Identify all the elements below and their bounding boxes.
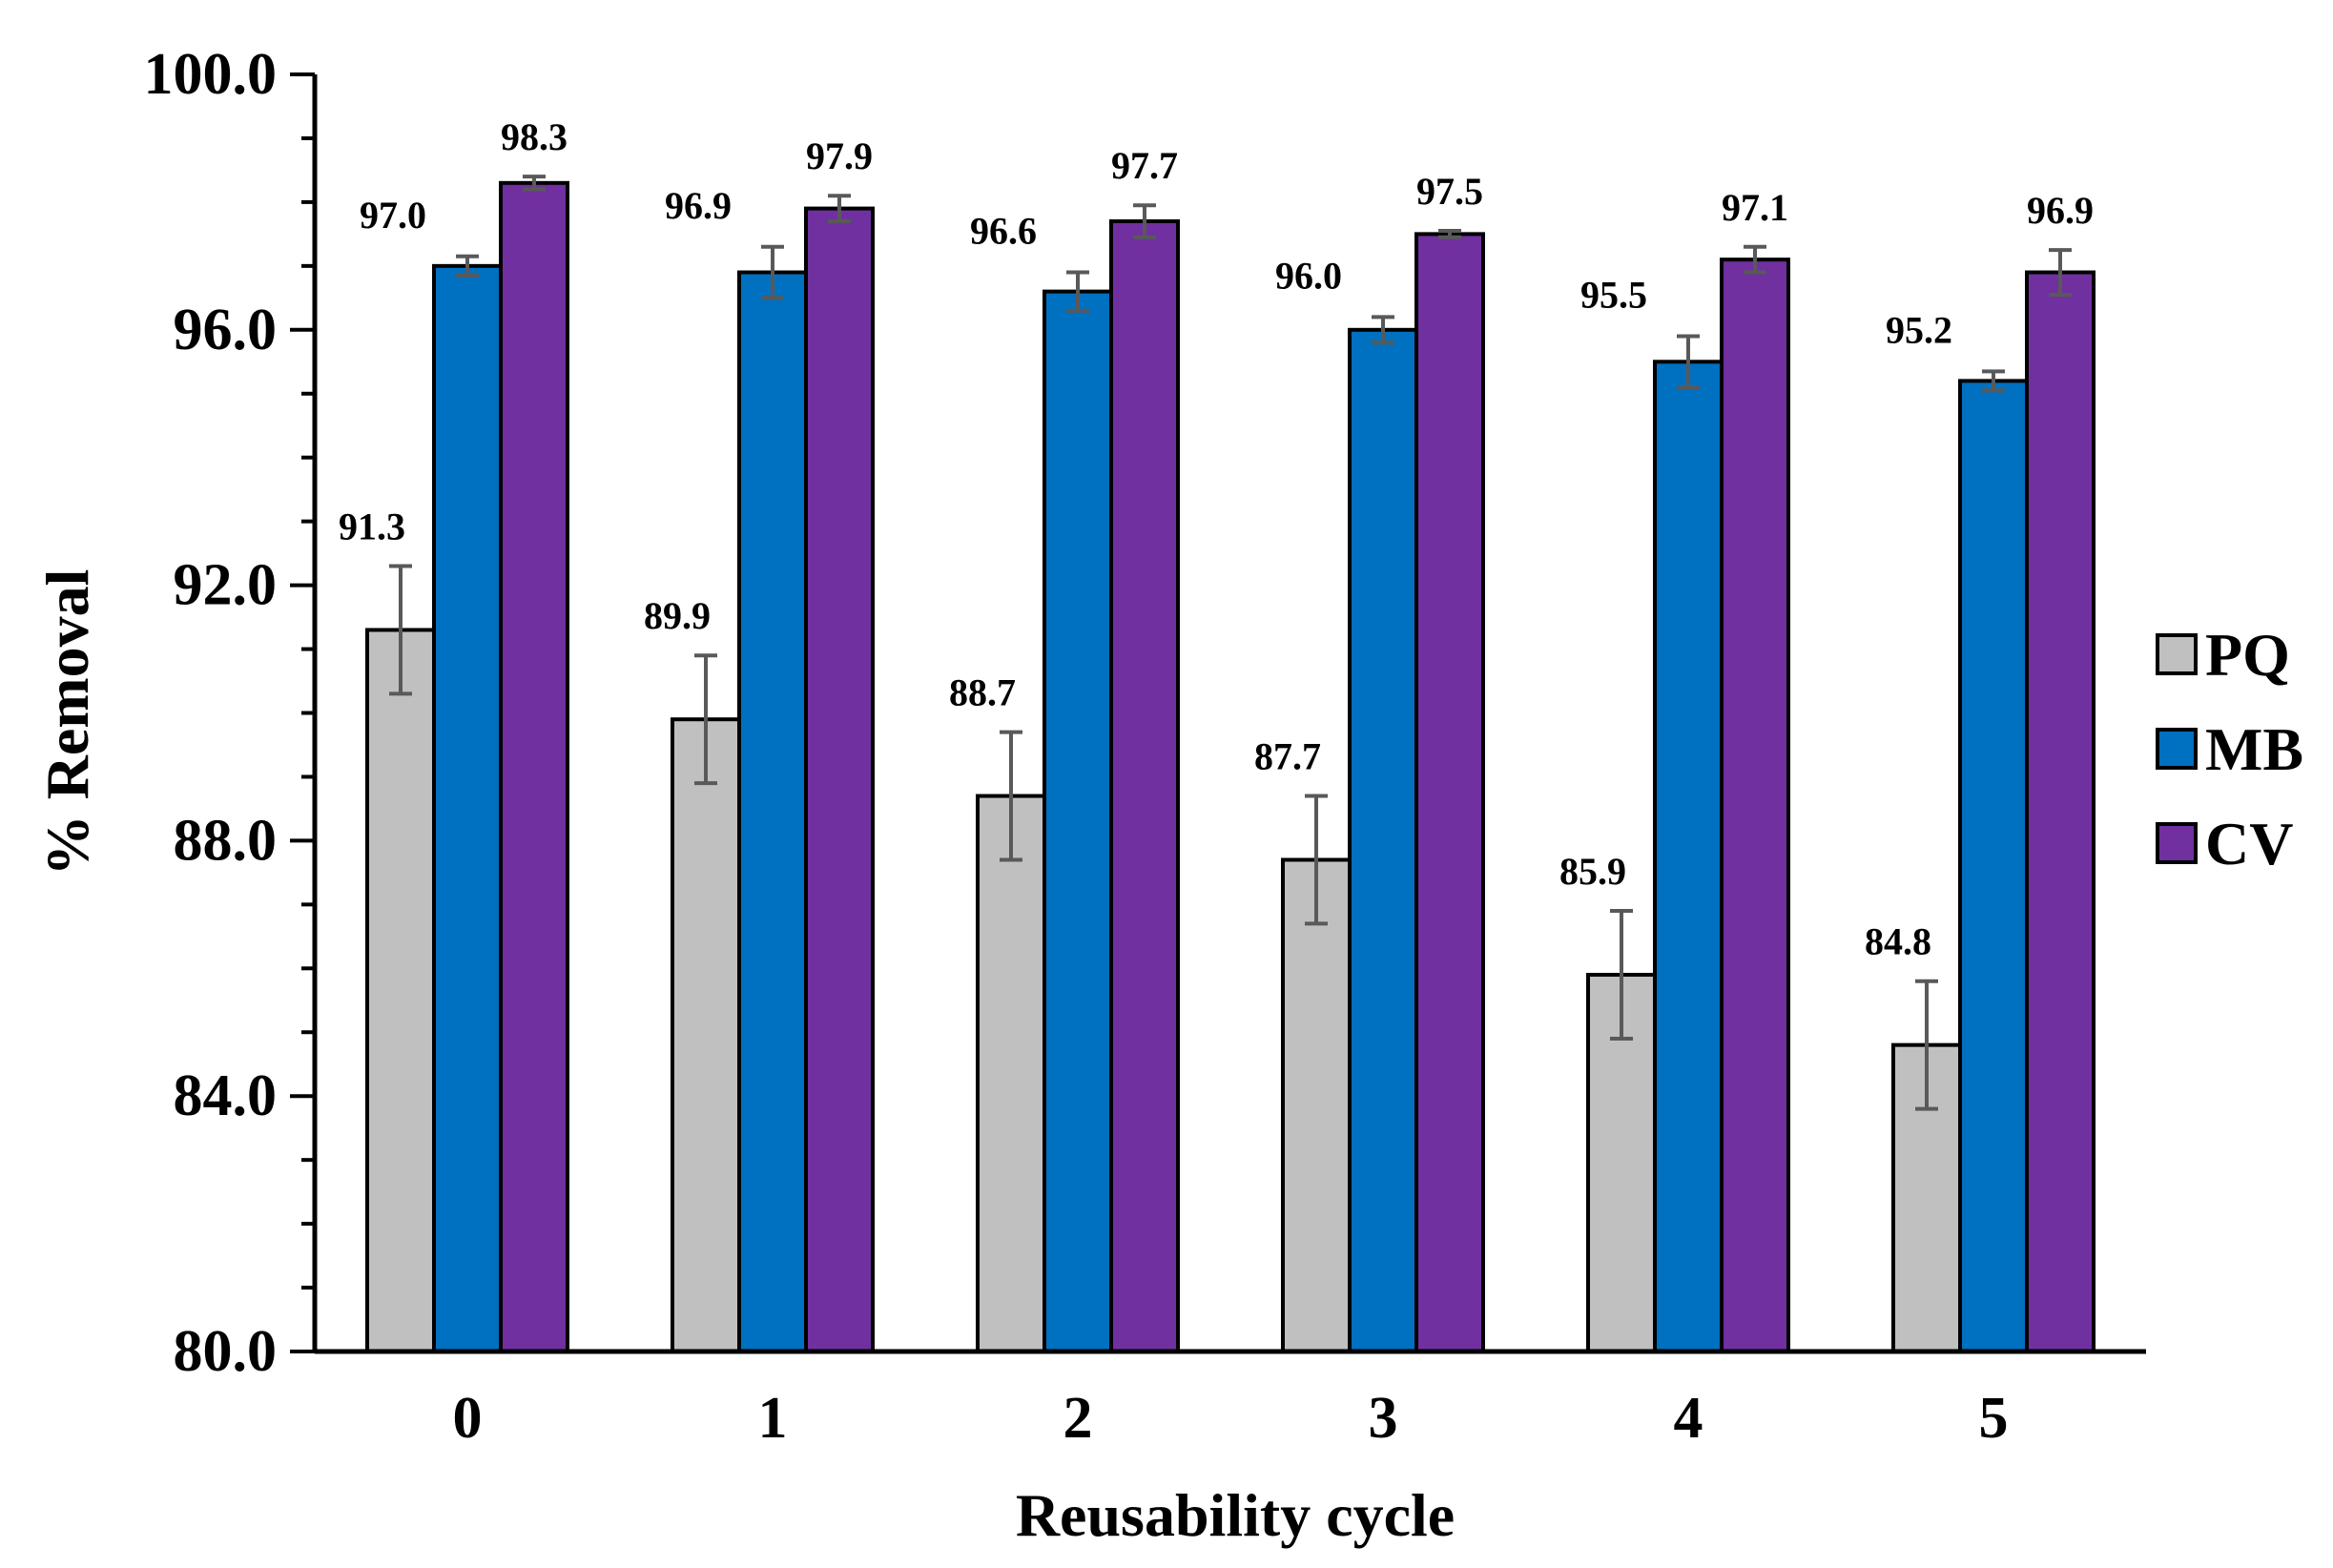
data-label-mb: 95.5 [1580, 273, 1647, 316]
data-label-cv: 96.9 [2027, 189, 2094, 232]
bar-pq [671, 717, 741, 1353]
bar-cv [2025, 270, 2096, 1353]
data-label-mb: 96.0 [1275, 254, 1342, 297]
legend: PQ MB CV [2156, 621, 2303, 877]
data-label-mb: 95.2 [1886, 308, 1952, 351]
y-ticks: 80.0 84.0 88.0 92.0 96.0 100.0 [144, 42, 315, 1384]
bar-mb [1043, 289, 1113, 1353]
axes-layer [312, 74, 2146, 1354]
legend-swatch-mb [2156, 728, 2198, 770]
data-label-pq: 91.3 [339, 505, 405, 548]
data-label-pq: 84.8 [1865, 920, 1931, 963]
legend-swatch-pq [2156, 633, 2198, 675]
bar-pq [976, 794, 1046, 1353]
data-label-mb: 96.6 [970, 210, 1037, 253]
bar-mb [737, 270, 808, 1353]
x-axis-title: Reusability cycle [1016, 1481, 1455, 1549]
bar-pq [1281, 857, 1352, 1353]
data-labels: 91.3 97.0 98.3 89.9 96.9 97.9 88.7 96.6 97.7 87.7… [339, 115, 2094, 963]
data-label-pq: 87.7 [1254, 735, 1321, 778]
y-tick-label: 84.0 [174, 1063, 278, 1128]
legend-swatch-cv [2156, 822, 2198, 864]
error-bars-layer [389, 175, 2072, 1111]
x-tick-label: 1 [758, 1386, 788, 1451]
bar-cv [1414, 232, 1485, 1353]
y-tick-label: 100.0 [144, 42, 278, 107]
x-tick-label: 3 [1369, 1386, 1398, 1451]
x-tick-label: 4 [1674, 1386, 1703, 1451]
legend-label-mb: MB [2205, 715, 2303, 783]
bar-mb [1653, 360, 1724, 1353]
legend-label-pq: PQ [2205, 621, 2290, 689]
bar-mb [1958, 379, 2029, 1353]
y-tick-label: 92.0 [174, 553, 278, 618]
y-tick-label: 80.0 [174, 1319, 278, 1384]
data-label-cv: 97.1 [1722, 186, 1788, 229]
data-label-cv: 97.5 [1416, 170, 1483, 213]
data-label-cv: 97.9 [806, 134, 873, 177]
y-axis-title: % Removal [33, 569, 101, 877]
bar-cv [499, 180, 569, 1354]
x-tick-label: 2 [1063, 1386, 1093, 1451]
x-tick-label: 5 [1979, 1386, 2009, 1451]
legend-label-cv: CV [2205, 810, 2293, 877]
data-label-cv: 97.7 [1111, 144, 1178, 187]
y-tick-label: 88.0 [174, 808, 278, 873]
bar-mb [1348, 327, 1418, 1353]
bar-cv [1109, 218, 1180, 1354]
x-tick-label: 0 [453, 1386, 483, 1451]
data-label-pq: 89.9 [644, 594, 711, 637]
bar-cv [1720, 258, 1790, 1353]
x-ticks: 0 1 2 3 4 5 [453, 1386, 2009, 1451]
y-tick-label: 96.0 [174, 298, 278, 362]
data-label-pq: 88.7 [949, 671, 1016, 714]
data-label-cv: 98.3 [501, 115, 568, 158]
data-label-mb: 96.9 [665, 184, 732, 227]
data-label-mb: 97.0 [360, 194, 426, 237]
data-label-pq: 85.9 [1559, 850, 1626, 893]
bars-layer [365, 180, 2096, 1354]
bar-pq [365, 628, 436, 1353]
bar-mb [432, 263, 503, 1354]
bar-cv [804, 206, 875, 1354]
